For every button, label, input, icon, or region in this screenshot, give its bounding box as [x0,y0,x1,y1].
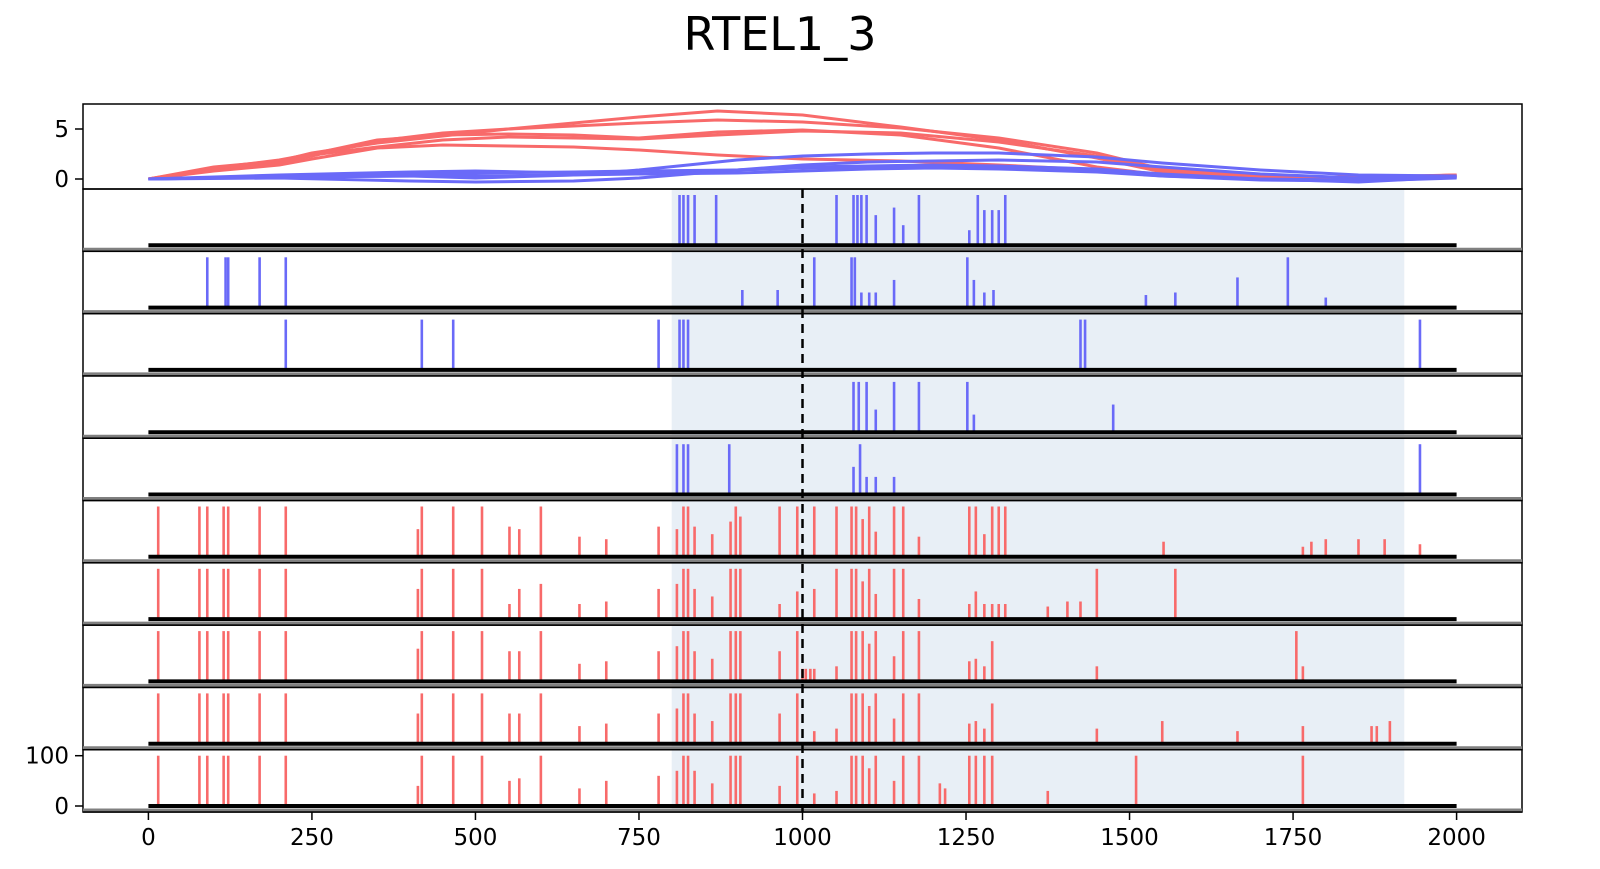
x-tick-label: 1000 [773,825,832,851]
x-axis: 0 250 500 750 1000 1250 1500 1750 2000 [83,811,1522,851]
x-tick-label: 750 [617,825,661,851]
top-y-tick-label: 0 [54,167,69,193]
top-line-blue-6 [148,158,1457,184]
x-tick-label: 2000 [1427,825,1486,851]
x-tick-label: 0 [141,825,156,851]
chart-title: RTEL1_3 [684,7,877,61]
top-y-tick-label: 5 [54,117,69,143]
x-tick-label: 1750 [1264,825,1323,851]
top-line-blue-9 [148,166,1457,182]
track-panel-7 [82,562,1523,626]
x-tick-label: 1250 [937,825,996,851]
x-tick-label: 1500 [1100,825,1159,851]
x-tick-label: 500 [454,825,498,851]
track-panel-6 [82,499,1523,564]
x-tick-label: 250 [290,825,334,851]
top-line-panel: 05 [54,103,1523,193]
track-panels: 0 100 [25,188,1523,820]
track-panel-8 [82,624,1523,689]
track-y-tick-label: 0 [54,794,69,820]
track-y-tick-label: 100 [25,744,69,770]
